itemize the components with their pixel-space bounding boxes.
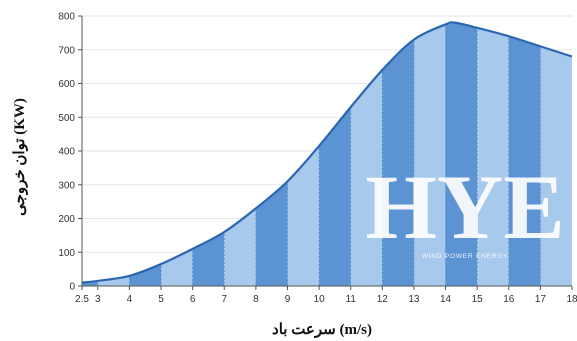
- power-curve-line: [81, 21, 573, 284]
- area-band: [508, 36, 541, 286]
- area-band: [382, 39, 414, 286]
- x-tick-label: 10: [314, 294, 326, 305]
- x-tick-label: 4: [127, 294, 133, 305]
- x-tick-label: 11: [346, 294, 357, 305]
- area-band: [161, 248, 193, 286]
- area-band: [129, 264, 162, 286]
- x-tick-label: 8: [253, 294, 259, 305]
- area-band: [445, 22, 478, 287]
- x-tick-label: 5: [158, 294, 164, 305]
- area-band: [319, 107, 351, 286]
- y-tick-label: 700: [58, 45, 75, 56]
- y-axis-label: توان خروجی (KW): [12, 98, 28, 216]
- x-tick-label: 12: [377, 294, 389, 305]
- x-tick-label: 17: [535, 294, 547, 305]
- x-tick-label: 18: [566, 294, 577, 305]
- x-tick-label: 16: [503, 294, 515, 305]
- y-tick-label: 800: [58, 12, 75, 23]
- y-tick-label: 300: [58, 180, 75, 191]
- x-tick-label: 15: [472, 294, 484, 305]
- x-tick-label: 9: [285, 294, 291, 305]
- y-tick-label: 400: [58, 147, 75, 158]
- y-tick-label: 500: [58, 113, 75, 124]
- y-tick-label: 600: [58, 79, 75, 90]
- x-tick-label: 7: [221, 294, 227, 305]
- area-band: [477, 27, 509, 287]
- area-bands: [82, 22, 572, 287]
- band-dividers: [97, 26, 541, 286]
- y-tick-label: 100: [58, 248, 75, 259]
- area-band: [287, 145, 320, 286]
- x-tick-label: 13: [408, 294, 420, 305]
- x-tick-labels: 2.5 3 4 5 6 7 8 9 10 11 12 13 14 15 16 17 18: [75, 286, 577, 305]
- watermark-logo: HYE WIND POWER ENERGY: [365, 156, 564, 260]
- watermark-logo-text: HYE: [365, 156, 564, 258]
- area-band: [350, 70, 383, 286]
- y-tick-labels: 0 100 200 300 400 500 600 700 800: [58, 12, 82, 293]
- x-tick-label: 6: [190, 294, 196, 305]
- y-tick-label: 0: [69, 282, 75, 293]
- x-tick-label: 14: [440, 294, 452, 305]
- area-band: [255, 181, 288, 286]
- y-tick-label: 200: [58, 214, 75, 225]
- area-band: [413, 24, 446, 286]
- area-band: [540, 46, 572, 286]
- x-tick-label: 2.5: [75, 294, 89, 305]
- watermark-tagline: WIND POWER ENERGY: [422, 253, 509, 260]
- x-axis-label: سرعت باد (m/s): [272, 322, 372, 338]
- x-tick-label: 3: [95, 294, 101, 305]
